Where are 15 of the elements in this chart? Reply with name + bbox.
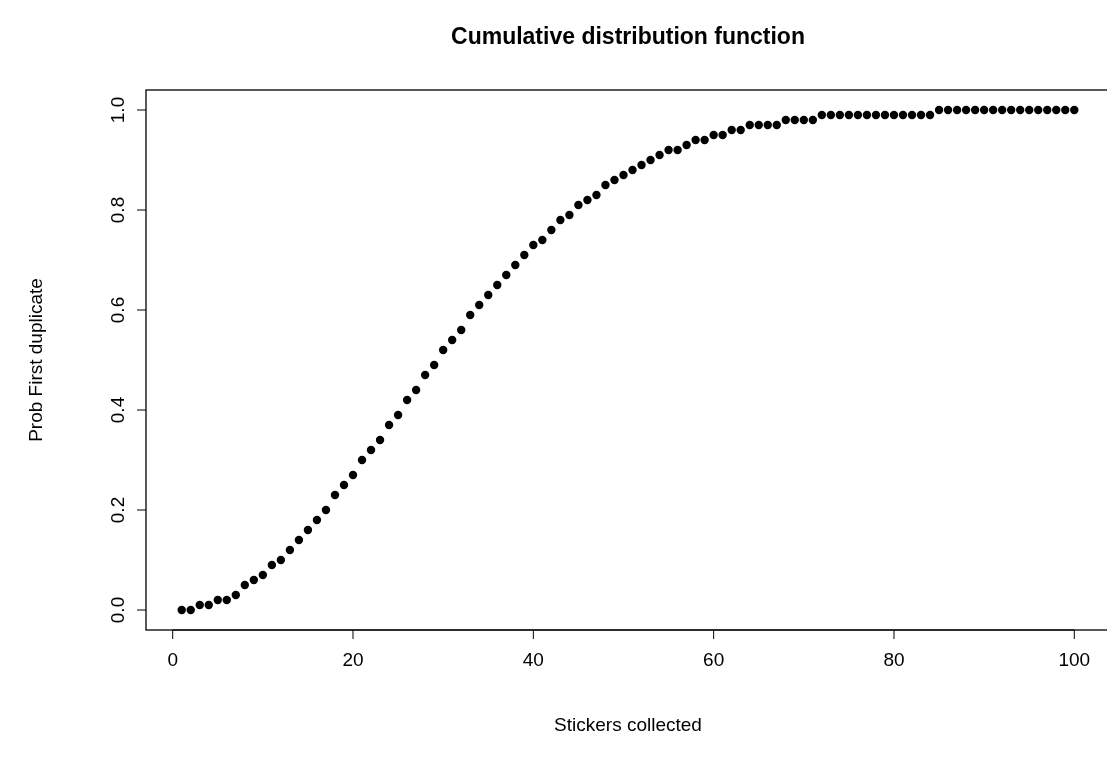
x-tick-label: 100 [1058, 649, 1091, 670]
y-tick-label: 0.4 [107, 396, 128, 424]
x-tick-label: 80 [883, 649, 905, 670]
y-tick-label: 1.0 [107, 96, 128, 124]
chart-title: Cumulative distribution function [451, 23, 805, 49]
y-tick-label: 0.0 [107, 596, 128, 624]
x-tick-label: 0 [167, 649, 178, 670]
x-tick-label: 20 [342, 649, 364, 670]
y-axis-title: Prob First duplicate [25, 278, 46, 442]
y-tick-label: 0.2 [107, 496, 128, 524]
x-tick-label: 40 [522, 649, 544, 670]
x-axis-title: Stickers collected [554, 714, 702, 735]
y-tick-label: 0.8 [107, 196, 128, 224]
x-tick-label: 60 [703, 649, 725, 670]
y-tick-label: 0.6 [107, 296, 128, 324]
